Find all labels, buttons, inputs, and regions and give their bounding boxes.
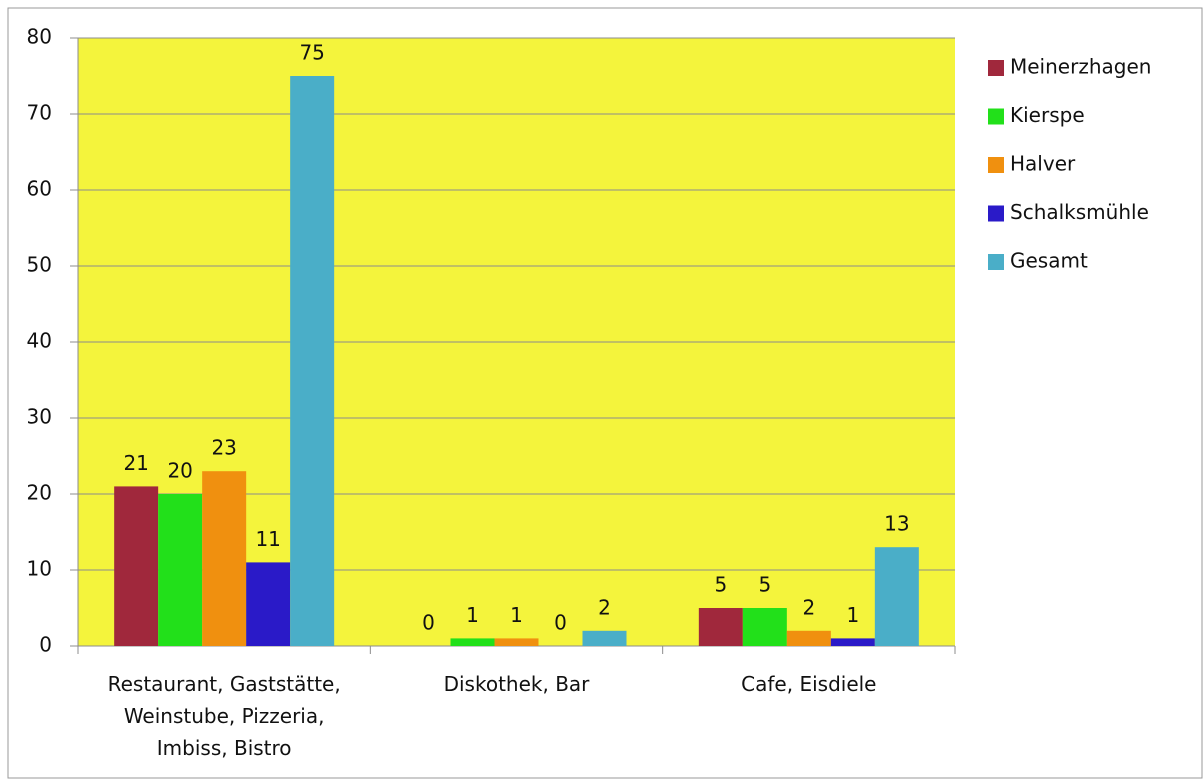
data-label: 75 xyxy=(299,41,324,65)
x-tick-label: Cafe, Eisdiele xyxy=(741,672,877,696)
legend-label: Halver xyxy=(1010,152,1076,176)
bar xyxy=(290,76,335,646)
data-label: 13 xyxy=(884,512,909,536)
legend-swatch xyxy=(988,254,1004,270)
legend-label: Gesamt xyxy=(1010,249,1088,273)
bar xyxy=(582,630,627,646)
legend-label: Kierspe xyxy=(1010,103,1085,127)
bar xyxy=(494,638,539,646)
data-label: 5 xyxy=(714,573,727,597)
y-tick-label: 70 xyxy=(27,101,52,125)
data-label: 0 xyxy=(554,611,567,635)
data-label: 20 xyxy=(167,459,192,483)
frame xyxy=(7,7,1203,779)
bar xyxy=(874,547,919,646)
data-label: 11 xyxy=(255,527,280,551)
data-label: 5 xyxy=(758,573,771,597)
data-label: 1 xyxy=(466,603,479,627)
legend-swatch xyxy=(988,205,1004,222)
data-label: 1 xyxy=(846,603,859,627)
bar xyxy=(786,630,831,646)
y-tick-label: 10 xyxy=(27,557,52,581)
bar xyxy=(742,608,787,646)
y-tick-label: 80 xyxy=(27,25,52,49)
y-tick-label: 20 xyxy=(27,481,52,505)
bar xyxy=(246,562,291,646)
legend-label: Meinerzhagen xyxy=(1010,55,1151,79)
data-label: 23 xyxy=(211,436,236,460)
data-label: 2 xyxy=(802,595,815,619)
y-tick-label: 40 xyxy=(27,329,52,353)
bar xyxy=(158,494,203,646)
y-tick-label: 30 xyxy=(27,405,52,429)
data-label: 1 xyxy=(510,603,523,627)
legend-label: Schalksmühle xyxy=(1010,200,1149,224)
data-label: 2 xyxy=(598,595,611,619)
bar xyxy=(830,638,875,646)
bar xyxy=(202,471,247,646)
y-tick-label: 60 xyxy=(27,177,52,201)
bar xyxy=(114,486,159,646)
data-label: 21 xyxy=(123,451,148,475)
data-label: 0 xyxy=(422,611,435,635)
legend-swatch xyxy=(988,157,1004,173)
bar xyxy=(698,608,743,646)
bar xyxy=(450,638,495,646)
legend-swatch xyxy=(988,108,1004,125)
y-tick-label: 0 xyxy=(39,633,52,657)
legend-swatch xyxy=(988,60,1004,76)
x-tick-label: Diskothek, Bar xyxy=(443,672,590,696)
x-tick-label: Restaurant, Gaststätte, Weinstube, Pizze… xyxy=(107,672,341,760)
y-tick-label: 50 xyxy=(27,253,52,277)
